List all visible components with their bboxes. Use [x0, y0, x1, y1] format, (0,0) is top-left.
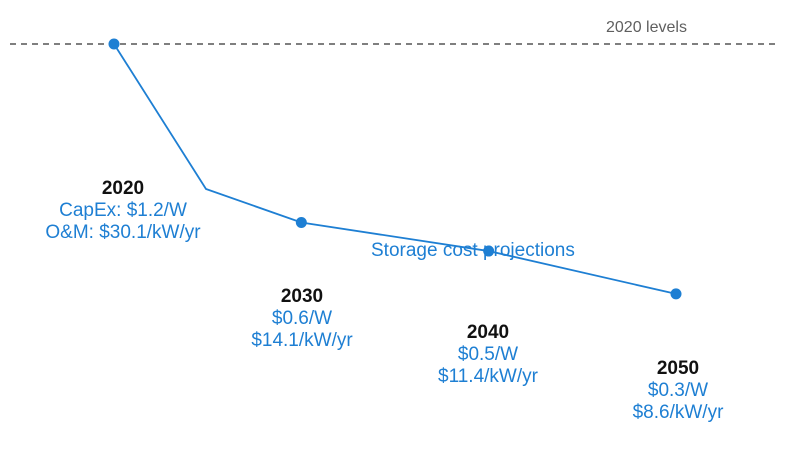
capex-value: $0.5/W: [457, 344, 519, 365]
om-value: $11.4/kW/yr: [438, 366, 538, 387]
year-label: 2040: [466, 322, 510, 343]
data-point-2030: [295, 217, 307, 228]
data-point-2040: [483, 245, 495, 257]
om-value: $14.1/kW/yr: [251, 330, 353, 351]
capex-value: $0.3/W: [647, 380, 709, 401]
capex-value: $0.6/W: [271, 308, 333, 329]
year-label: 2050: [656, 358, 700, 379]
om-value: O&M: $30.1/kW/yr: [45, 222, 201, 243]
data-point-2050: [670, 288, 682, 300]
year-label: 2020: [101, 178, 145, 199]
data-point-2020: [108, 38, 120, 50]
point-label-2030: 2030 $0.6/W $14.1/kW/yr: [222, 286, 382, 352]
om-value: $8.6/kW/yr: [632, 402, 724, 423]
year-label: 2030: [280, 286, 324, 307]
series-label: Storage cost projections: [371, 240, 575, 261]
capex-value: CapEx: $1.2/W: [59, 200, 187, 221]
reference-line-label: 2020 levels: [606, 19, 687, 36]
point-label-2020: 2020 CapEx: $1.2/W O&M: $30.1/kW/yr: [17, 178, 229, 244]
point-label-2040: 2040 $0.5/W $11.4/kW/yr: [408, 322, 568, 388]
point-label-2050: 2050 $0.3/W $8.6/kW/yr: [598, 358, 758, 424]
